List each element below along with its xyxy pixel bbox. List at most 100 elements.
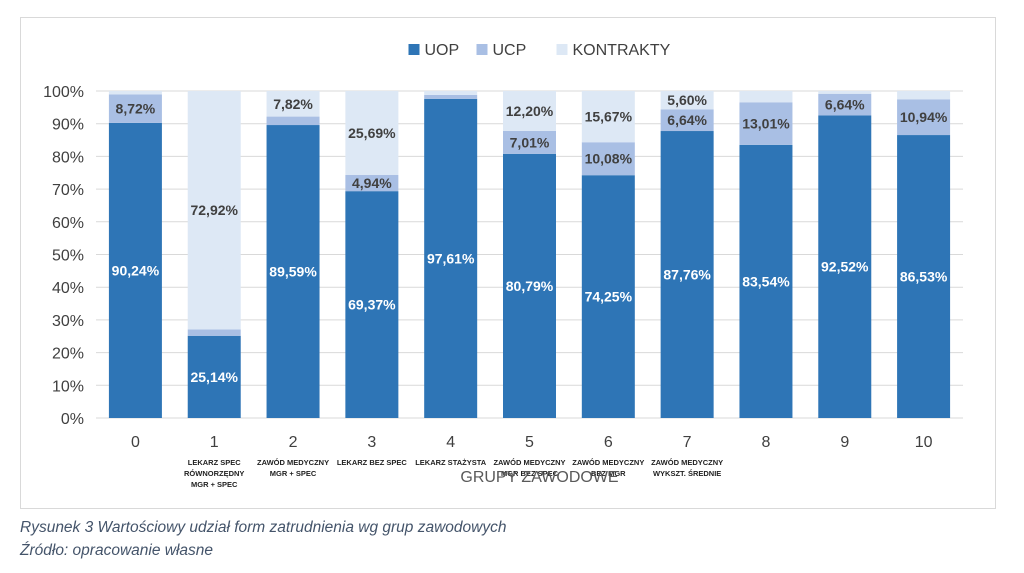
bar-segment-kontrakty [424,91,478,95]
bar-segment-uop [503,153,556,418]
data-label: 6,64% [825,97,865,113]
bar-segment-kontrakty [187,91,241,330]
stacked-bar-chart: 0% 10% 20% 30% 40% 50% 60% 70% 80% 90% 100% 90,24% 8… [43,42,963,489]
x-tick-sublabel: ZAWÓD MEDYCZNY [257,458,329,467]
bar-segment-uop [739,144,793,418]
x-tick-label: 2 [289,434,298,451]
data-label: 97,61% [427,250,475,266]
bar-segment-ucp [818,93,872,116]
chart-frame: 0% 10% 20% 30% 40% 50% 60% 70% 80% 90% 100% 90,24% 8… [20,17,996,509]
data-label: 92,52% [821,259,869,275]
x-tick-sublabel: LEKARZ STAŻYSTA [415,458,487,467]
y-tick-label: 10% [52,378,84,395]
x-axis-title: GRUPY ZAWODOWE [460,469,618,486]
x-tick-sublabel: BEZ MGR [591,469,626,478]
data-label: 15,67% [585,109,633,125]
y-tick-label: 100% [43,84,84,101]
bar-segment-uop [818,115,872,419]
bar-segment-ucp [503,130,556,154]
data-label: 87,76% [663,267,711,283]
bar-segment-kontrakty [503,91,556,131]
legend-label-ucp: UCP [493,42,527,59]
bar-segment-kontrakty [739,91,793,103]
bar-segment-ucp [897,99,951,136]
bar-segment-uop [108,122,162,419]
figure-caption: Rysunek 3 Wartościowy udział form zatrud… [20,519,507,536]
bar-segment-uop [266,125,320,418]
data-label: 8,72% [116,101,156,117]
x-tick-sublabel: LEKARZ BEZ SPEC [337,458,408,467]
legend-label-kontrakty: KONTRAKTY [573,42,671,59]
x-tick-label: 4 [446,434,455,451]
x-tick-sublabel: MGR BEZ SPEC [501,469,559,478]
bar-segment-ucp [424,94,478,99]
y-tick-label: 50% [52,248,84,265]
legend-swatch-uop [408,44,420,55]
bar-segment-uop [660,131,714,418]
y-tick-label: 70% [52,182,84,199]
bar-segment-ucp [660,109,714,132]
data-label: 69,37% [348,297,396,313]
data-label: 72,92% [190,202,238,218]
bar-segment-ucp [345,175,399,192]
source-caption: Źródło: opracowanie własne [20,542,213,559]
data-label: 25,14% [190,369,238,385]
data-label: 6,64% [667,112,707,128]
data-label: 80,79% [506,278,554,294]
x-tick-label: 9 [840,434,849,451]
y-tick-label: 80% [52,149,84,166]
x-tick-label: 3 [367,434,376,451]
data-label: 10,08% [585,151,633,167]
legend-label-uop: UOP [425,42,460,59]
legend-swatch-ucp [476,44,488,55]
bar-segment-uop [345,191,399,418]
legend-swatch-kontrakty [556,44,568,55]
x-tick-sublabel: MGR + SPEC [270,469,317,478]
data-label: 89,59% [269,264,317,280]
bar-segment-ucp [108,94,162,123]
x-tick-label: 0 [131,434,140,451]
data-label: 7,01% [510,134,550,150]
x-tick-sublabel: RÓWNORZĘDNY [184,469,244,478]
data-label: 86,53% [900,269,948,285]
bar-segment-ucp [187,329,241,336]
y-tick-label: 40% [52,280,84,297]
bar-segment-uop [581,175,635,418]
x-tick-label: 10 [915,434,933,451]
data-label: 90,24% [112,262,160,278]
y-tick-label: 90% [52,117,84,134]
y-tick-label: 20% [52,346,84,363]
bar-segment-ucp [266,116,320,126]
bar-segment-uop [424,98,478,418]
x-tick-sublabel: WYKSZT. ŚREDNIE [653,469,721,478]
bar-segment-kontrakty [581,91,635,143]
y-tick-label: 60% [52,215,84,232]
data-label: 74,25% [585,289,633,305]
data-label: 4,94% [352,175,392,191]
bar-segment-kontrakty [108,91,162,95]
bar-segment-kontrakty [345,91,399,176]
data-label: 83,54% [742,273,790,289]
x-tick-label: 1 [210,434,219,451]
data-label: 7,82% [273,96,313,112]
y-tick-label: 30% [52,313,84,330]
bar-segment-kontrakty [897,91,951,100]
x-tick-label: 5 [525,434,534,451]
bar-segment-uop [187,335,241,418]
bar-segment-kontrakty [818,91,872,94]
x-tick-sublabel: ZAWÓD MEDYCZNY [651,458,723,467]
bar-segment-kontrakty [266,91,320,117]
x-tick-label: 7 [683,434,692,451]
bar-segment-uop [897,135,951,418]
x-tick-sublabel: MGR + SPEC [191,480,238,489]
x-tick-label: 8 [762,434,771,451]
y-tick-label: 0% [61,411,84,428]
data-label: 10,94% [900,109,948,125]
bar-segment-kontrakty [660,91,714,110]
x-tick-sublabel: ZAWÓD MEDYCZNY [572,458,644,467]
data-label: 5,60% [667,92,707,108]
x-tick-sublabel: ZAWÓD MEDYCZNY [493,458,565,467]
data-label: 13,01% [742,116,790,132]
x-tick-sublabel: LEKARZ SPEC [188,458,242,467]
x-tick-label: 6 [604,434,613,451]
